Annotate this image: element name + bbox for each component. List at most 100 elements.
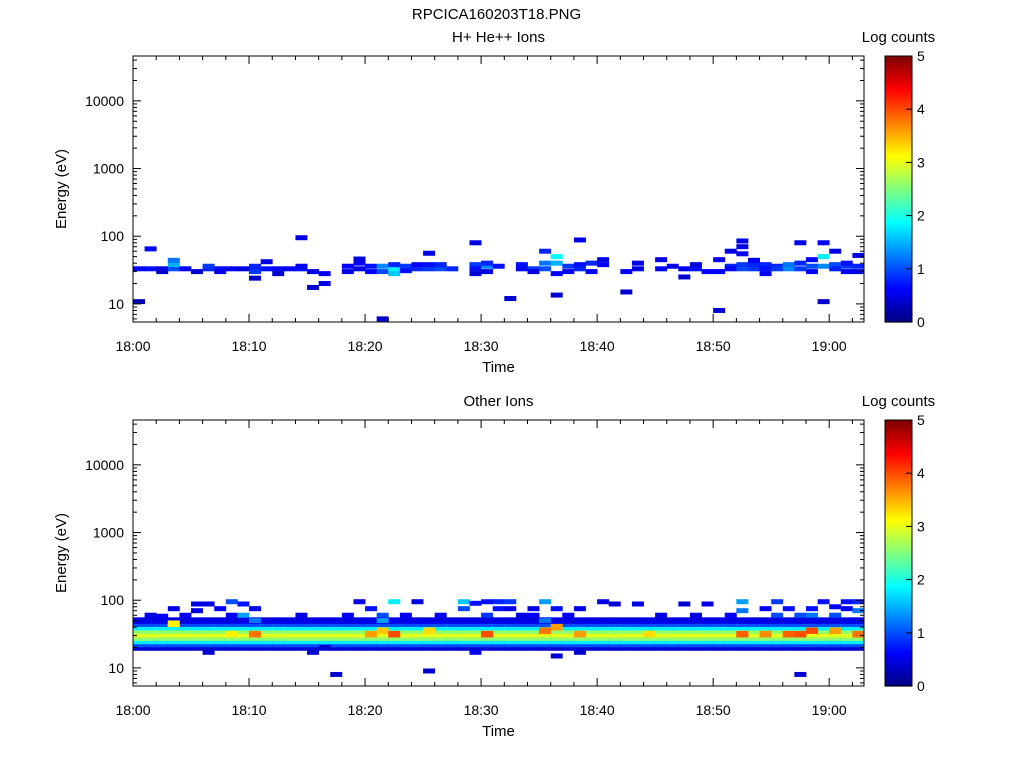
colorbar-tick-label: 0 <box>917 678 925 694</box>
colorbar-swatch <box>885 680 912 683</box>
colorbar-swatch <box>885 95 912 99</box>
heatmap-cell <box>457 627 470 634</box>
heatmap-cell <box>283 266 296 272</box>
colorbar-swatch <box>885 486 912 489</box>
heatmap-cell <box>713 627 726 634</box>
colorbar-swatch <box>885 181 912 184</box>
heatmap-cell <box>550 260 563 266</box>
heatmap-cell <box>713 623 726 631</box>
heatmap-cell <box>307 634 320 641</box>
heatmap-cell <box>620 630 633 638</box>
heatmap-cell <box>469 627 482 634</box>
heatmap-cell <box>156 627 169 634</box>
colorbar-swatch <box>885 454 912 457</box>
colorbar-swatch <box>885 564 912 567</box>
heatmap-cell <box>133 630 146 638</box>
heatmap-cell <box>515 266 528 272</box>
colorbar-swatch <box>885 244 912 247</box>
colorbar-swatch <box>885 553 912 556</box>
heatmap-cell <box>829 630 842 638</box>
heatmap-cell <box>283 617 296 624</box>
heatmap-cell <box>411 623 424 631</box>
heatmap-cell <box>492 630 505 638</box>
colorbar-swatch <box>885 496 912 499</box>
colorbar-swatch <box>885 471 912 474</box>
colorbar-swatch <box>885 217 912 220</box>
heatmap-cell <box>573 262 586 268</box>
heatmap-cell <box>852 263 865 269</box>
colorbar-swatch <box>885 59 912 63</box>
colorbar-swatch <box>885 183 912 186</box>
heatmap-cell <box>295 235 308 241</box>
x-tick-label: 19:00 <box>812 702 847 718</box>
heatmap-cell <box>515 634 528 641</box>
heatmap-cell <box>539 618 552 624</box>
heatmap-cell <box>481 263 494 269</box>
heatmap-cell <box>434 617 447 624</box>
heatmap-cell <box>631 623 644 631</box>
heatmap-cell <box>411 599 424 605</box>
heatmap-cell <box>840 263 853 269</box>
heatmap-cell-peak <box>736 630 749 638</box>
heatmap-cell <box>330 617 343 624</box>
heatmap-cell <box>307 637 320 645</box>
heatmap-cell <box>399 617 412 624</box>
heatmap-cell <box>481 612 494 618</box>
heatmap-cell <box>423 262 436 268</box>
heatmap-cell <box>527 644 540 651</box>
colorbar-swatch <box>885 591 912 594</box>
colorbar-swatch <box>885 285 912 289</box>
colorbar-swatch <box>885 219 912 222</box>
colorbar-swatch <box>885 293 912 296</box>
heatmap-cell <box>550 254 563 260</box>
colorbar-swatch <box>885 421 912 425</box>
colorbar-swatch <box>885 236 912 239</box>
colorbar-swatch <box>885 655 912 659</box>
colorbar-swatch <box>885 636 912 640</box>
heatmap-cell <box>399 612 412 618</box>
heatmap-cell <box>388 599 401 605</box>
heatmap-cell <box>782 627 795 634</box>
heatmap-cell <box>724 617 737 624</box>
colorbar-swatch <box>885 459 912 463</box>
heatmap-cell <box>840 269 853 275</box>
heatmap-cell <box>736 262 749 268</box>
heatmap-cell <box>678 644 691 651</box>
heatmap-cell <box>840 623 853 631</box>
colorbar-swatch <box>885 651 912 655</box>
heatmap-cell <box>736 627 749 634</box>
heatmap-cell <box>724 644 737 651</box>
heatmap-cell <box>747 617 760 624</box>
heatmap-cell <box>817 644 830 651</box>
colorbar-swatch <box>885 475 912 478</box>
colorbar-swatch <box>885 646 912 649</box>
heatmap-cell <box>805 269 818 275</box>
heatmap-cell <box>759 262 772 268</box>
colorbar-swatch <box>885 274 912 277</box>
heatmap-cell <box>469 637 482 645</box>
heatmap-cell <box>260 644 273 651</box>
heatmap-cell <box>747 637 760 645</box>
colorbar-swatch <box>885 420 912 423</box>
heatmap-cell <box>608 617 621 624</box>
heatmap-cell <box>736 637 749 645</box>
heatmap-cell <box>133 299 146 305</box>
heatmap-cell <box>666 634 679 641</box>
colorbar-swatch <box>885 562 912 565</box>
colorbar-swatch <box>885 190 912 194</box>
heatmap-cell <box>539 599 552 605</box>
colorbar-swatch <box>885 596 912 600</box>
colorbar-swatch <box>885 291 912 295</box>
heatmap-cell <box>225 617 238 624</box>
colorbar-swatch <box>885 287 912 291</box>
heatmap-cell <box>562 627 575 634</box>
heatmap-cell <box>388 623 401 631</box>
heatmap-cell <box>550 627 563 634</box>
colorbar-swatch <box>885 615 912 619</box>
colorbar-swatch <box>885 314 912 317</box>
heatmap-cell <box>341 269 354 275</box>
heatmap-cell <box>840 599 853 605</box>
heatmap-cell <box>307 284 320 290</box>
heatmap-cell <box>631 627 644 634</box>
